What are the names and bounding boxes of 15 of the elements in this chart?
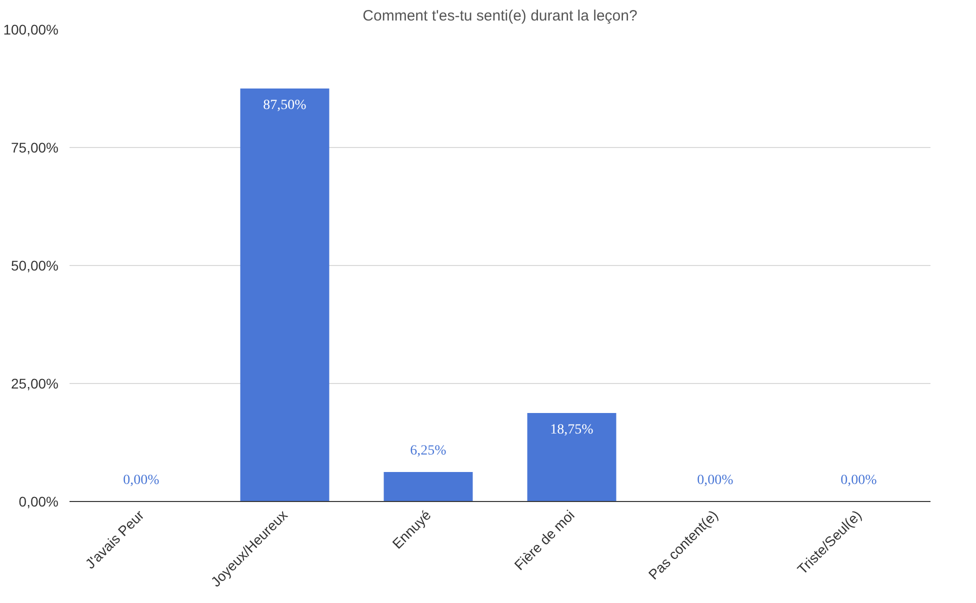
y-tick-label: 100,00% [3,22,59,38]
y-tick-label: 50,00% [11,258,58,274]
chart-title: Comment t'es-tu senti(e) durant la leçon? [362,8,638,24]
bar [240,88,330,502]
bar [527,413,616,502]
data-label: 0,00% [123,473,160,488]
y-tick-label: 25,00% [11,376,58,392]
data-label: 0,00% [697,473,734,488]
data-label: 0,00% [840,473,878,488]
data-label: 18,75% [550,422,594,438]
y-tick-label: 75,00% [11,140,58,156]
data-label: 6,25% [410,444,447,459]
bar [384,472,473,502]
y-tick-label: 0,00% [18,494,59,510]
data-label: 87,50% [263,98,307,113]
